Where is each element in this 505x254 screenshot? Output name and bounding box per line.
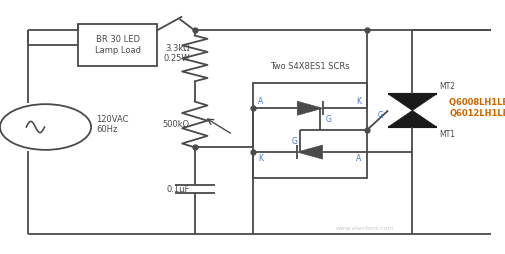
Text: K: K [258, 154, 263, 163]
Text: www.elecfans.com: www.elecfans.com [334, 226, 393, 231]
Text: MT1: MT1 [438, 130, 454, 138]
Bar [252, 83, 366, 178]
Polygon shape [387, 94, 436, 110]
Polygon shape [297, 101, 322, 115]
Text: G: G [291, 137, 297, 146]
Text: MT2: MT2 [438, 83, 454, 91]
Text: A: A [258, 98, 263, 106]
Text: Q6008LH1LED or
Q6012LH1LED: Q6008LH1LED or Q6012LH1LED [448, 98, 505, 118]
Text: Two S4X8ES1 SCRs: Two S4X8ES1 SCRs [270, 62, 349, 71]
Text: 500kΩ: 500kΩ [163, 120, 189, 129]
Text: A: A [355, 154, 360, 163]
Text: BR 30 LED
Lamp Load: BR 30 LED Lamp Load [94, 35, 140, 55]
Text: K: K [355, 98, 360, 106]
Text: 3.3kΩ
0.25W: 3.3kΩ 0.25W [163, 44, 189, 63]
Polygon shape [297, 145, 322, 159]
Bar [78, 24, 157, 66]
Text: G: G [326, 115, 331, 123]
Text: 0.1μF: 0.1μF [166, 185, 189, 194]
Text: 120VAC
60Hz: 120VAC 60Hz [96, 115, 128, 134]
Polygon shape [387, 110, 436, 127]
Text: G: G [376, 111, 382, 120]
